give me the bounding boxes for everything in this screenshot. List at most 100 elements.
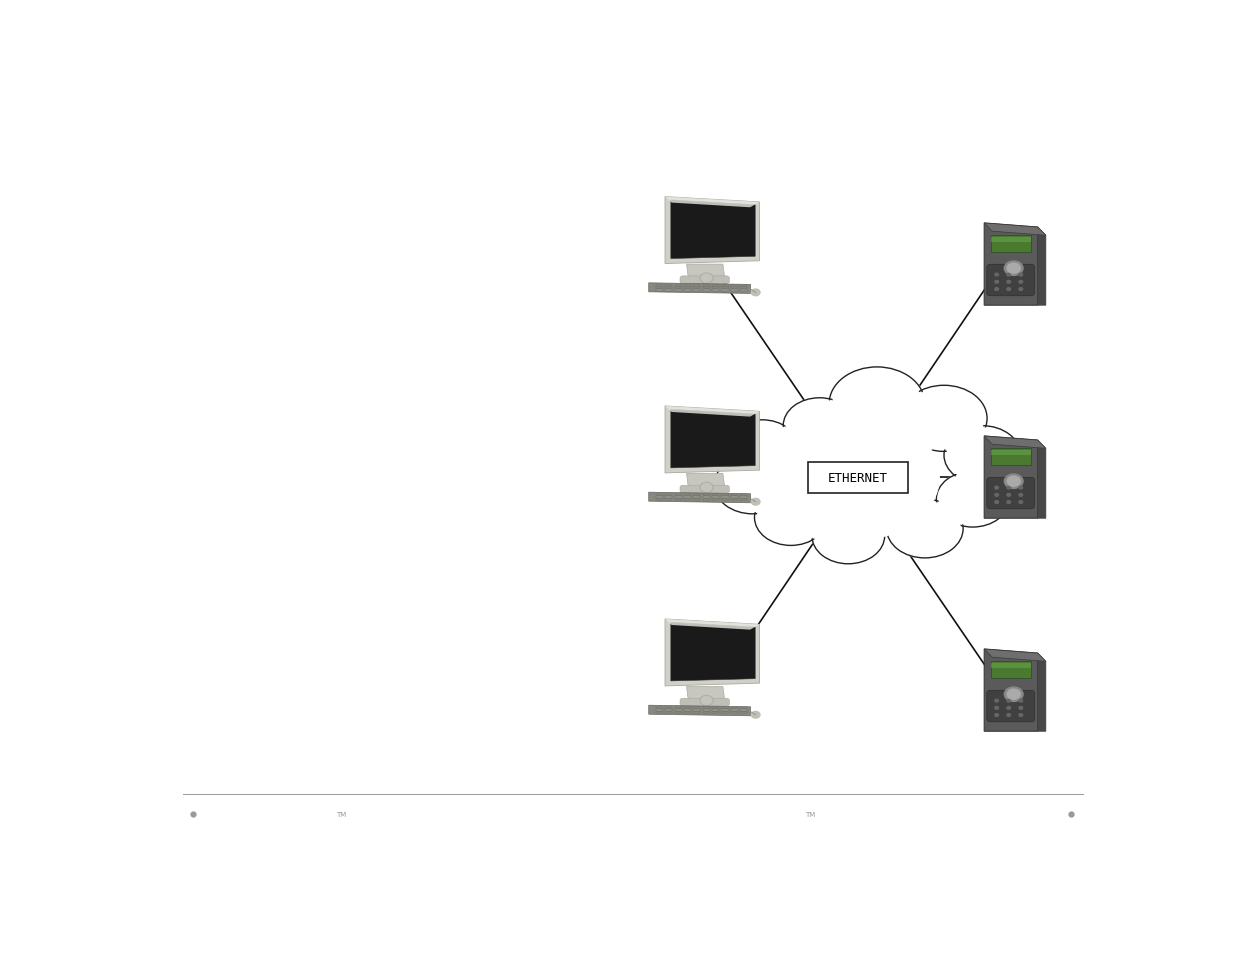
Circle shape bbox=[1007, 281, 1010, 284]
FancyBboxPatch shape bbox=[680, 276, 730, 284]
Circle shape bbox=[751, 498, 760, 505]
FancyBboxPatch shape bbox=[721, 288, 729, 289]
Circle shape bbox=[995, 707, 999, 710]
FancyBboxPatch shape bbox=[666, 495, 672, 496]
FancyBboxPatch shape bbox=[674, 288, 682, 289]
Circle shape bbox=[700, 483, 713, 493]
FancyBboxPatch shape bbox=[987, 477, 1035, 509]
Circle shape bbox=[1004, 687, 1023, 701]
Circle shape bbox=[751, 712, 760, 719]
Polygon shape bbox=[984, 649, 1046, 661]
Circle shape bbox=[1019, 707, 1023, 710]
FancyBboxPatch shape bbox=[693, 290, 700, 292]
Polygon shape bbox=[687, 265, 725, 279]
FancyBboxPatch shape bbox=[674, 285, 682, 287]
Circle shape bbox=[701, 484, 711, 492]
FancyBboxPatch shape bbox=[674, 499, 682, 500]
Circle shape bbox=[1007, 487, 1010, 490]
FancyBboxPatch shape bbox=[680, 699, 730, 706]
Circle shape bbox=[701, 274, 711, 283]
Circle shape bbox=[714, 456, 790, 515]
Polygon shape bbox=[648, 493, 751, 503]
FancyBboxPatch shape bbox=[674, 712, 682, 714]
Circle shape bbox=[1019, 501, 1023, 504]
Circle shape bbox=[1007, 689, 1020, 700]
Circle shape bbox=[995, 501, 999, 504]
Polygon shape bbox=[664, 619, 760, 686]
FancyBboxPatch shape bbox=[666, 499, 672, 500]
FancyBboxPatch shape bbox=[674, 497, 682, 498]
Circle shape bbox=[940, 474, 1007, 525]
FancyBboxPatch shape bbox=[666, 710, 672, 711]
FancyBboxPatch shape bbox=[713, 290, 719, 292]
FancyBboxPatch shape bbox=[656, 495, 663, 496]
Polygon shape bbox=[664, 619, 760, 630]
FancyBboxPatch shape bbox=[674, 495, 682, 496]
FancyBboxPatch shape bbox=[731, 499, 739, 500]
Circle shape bbox=[1004, 262, 1023, 276]
FancyBboxPatch shape bbox=[674, 707, 682, 709]
FancyBboxPatch shape bbox=[684, 288, 692, 289]
FancyBboxPatch shape bbox=[740, 288, 747, 289]
FancyBboxPatch shape bbox=[721, 710, 729, 711]
Circle shape bbox=[757, 493, 824, 543]
Circle shape bbox=[995, 700, 999, 702]
FancyBboxPatch shape bbox=[990, 450, 1031, 456]
FancyBboxPatch shape bbox=[990, 449, 1031, 465]
Circle shape bbox=[1019, 289, 1023, 291]
Circle shape bbox=[783, 398, 856, 455]
Polygon shape bbox=[984, 649, 1037, 732]
Circle shape bbox=[1004, 475, 1023, 489]
FancyBboxPatch shape bbox=[656, 712, 663, 714]
FancyBboxPatch shape bbox=[713, 499, 719, 500]
Circle shape bbox=[995, 714, 999, 717]
FancyBboxPatch shape bbox=[740, 499, 747, 500]
Circle shape bbox=[1019, 281, 1023, 284]
FancyBboxPatch shape bbox=[684, 499, 692, 500]
Circle shape bbox=[811, 508, 884, 564]
Circle shape bbox=[700, 274, 713, 284]
FancyBboxPatch shape bbox=[656, 499, 663, 500]
Circle shape bbox=[1007, 501, 1010, 504]
FancyBboxPatch shape bbox=[990, 235, 1031, 253]
FancyBboxPatch shape bbox=[740, 710, 747, 711]
FancyBboxPatch shape bbox=[721, 285, 729, 287]
Circle shape bbox=[995, 487, 999, 490]
Circle shape bbox=[947, 429, 1018, 482]
FancyBboxPatch shape bbox=[713, 707, 719, 709]
Circle shape bbox=[995, 494, 999, 497]
FancyBboxPatch shape bbox=[674, 710, 682, 711]
Polygon shape bbox=[1037, 654, 1046, 732]
FancyBboxPatch shape bbox=[693, 707, 700, 709]
Circle shape bbox=[1007, 274, 1010, 276]
FancyBboxPatch shape bbox=[721, 495, 729, 496]
Circle shape bbox=[944, 426, 1020, 485]
FancyBboxPatch shape bbox=[656, 285, 663, 287]
Polygon shape bbox=[984, 436, 1037, 518]
FancyBboxPatch shape bbox=[684, 495, 692, 496]
Circle shape bbox=[829, 368, 925, 441]
FancyBboxPatch shape bbox=[987, 691, 1035, 722]
FancyBboxPatch shape bbox=[990, 661, 1031, 679]
Polygon shape bbox=[648, 705, 751, 716]
Circle shape bbox=[726, 420, 799, 476]
Circle shape bbox=[700, 696, 713, 706]
FancyBboxPatch shape bbox=[656, 497, 663, 498]
FancyBboxPatch shape bbox=[674, 290, 682, 292]
FancyBboxPatch shape bbox=[666, 497, 672, 498]
Polygon shape bbox=[1037, 440, 1046, 518]
FancyBboxPatch shape bbox=[713, 710, 719, 711]
Circle shape bbox=[995, 289, 999, 291]
FancyBboxPatch shape bbox=[703, 712, 710, 714]
Circle shape bbox=[1007, 289, 1010, 291]
Circle shape bbox=[782, 419, 935, 537]
Polygon shape bbox=[984, 436, 1046, 449]
FancyBboxPatch shape bbox=[721, 290, 729, 292]
FancyBboxPatch shape bbox=[693, 495, 700, 496]
Circle shape bbox=[936, 472, 1009, 528]
FancyBboxPatch shape bbox=[666, 712, 672, 714]
FancyBboxPatch shape bbox=[684, 710, 692, 711]
FancyBboxPatch shape bbox=[721, 707, 729, 709]
Circle shape bbox=[755, 490, 827, 546]
FancyBboxPatch shape bbox=[987, 265, 1035, 296]
